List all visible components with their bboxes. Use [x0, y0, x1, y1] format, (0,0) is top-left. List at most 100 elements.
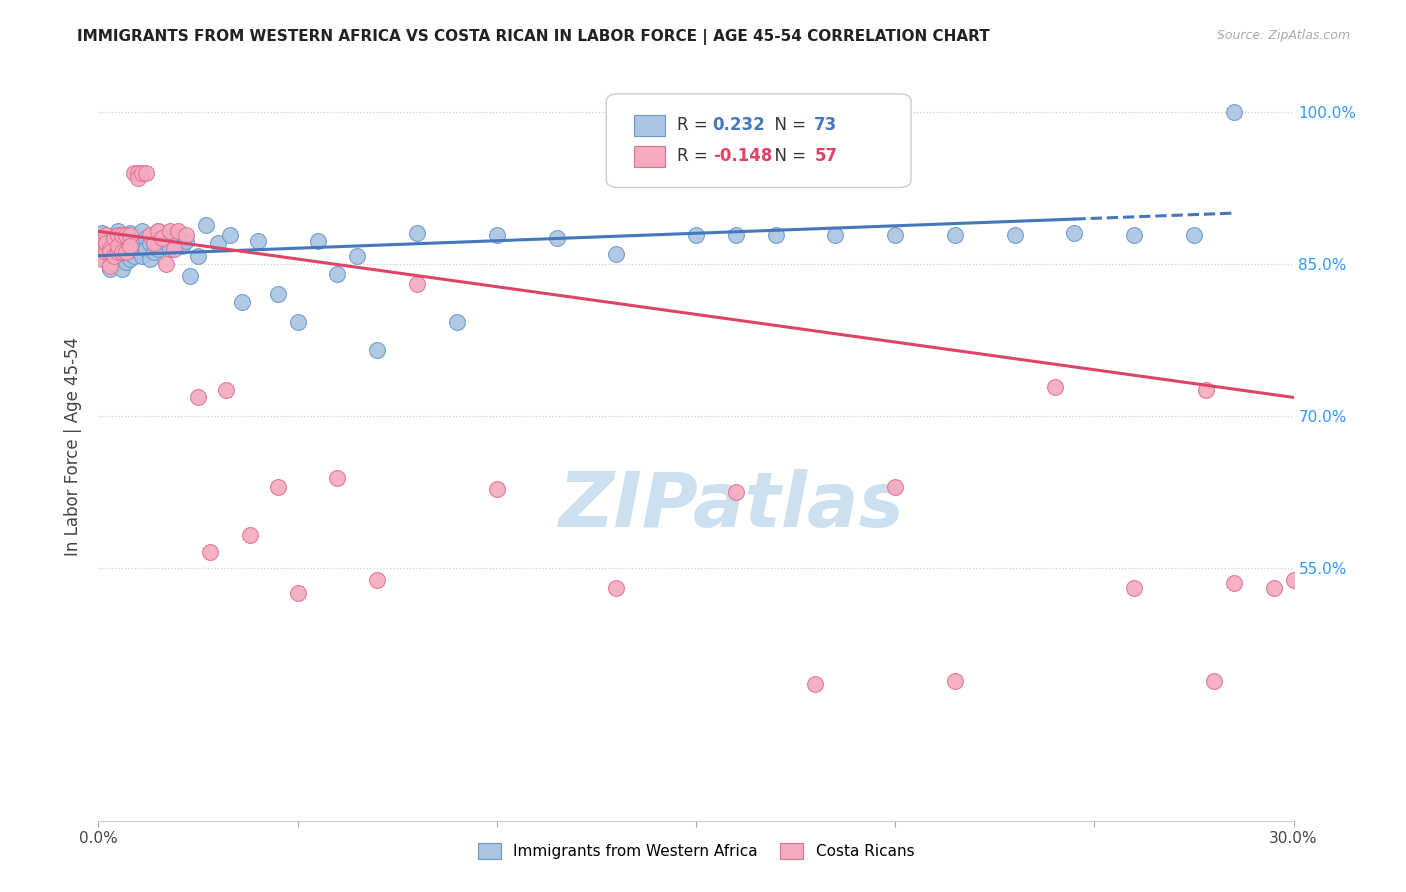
Point — [124, 166, 146, 180]
Point — [107, 238, 129, 252]
Point — [91, 252, 114, 266]
Point — [155, 236, 177, 251]
Point — [159, 242, 181, 256]
Point — [267, 287, 290, 301]
Point — [96, 236, 118, 251]
Point — [98, 235, 122, 249]
Point — [605, 246, 627, 260]
Point — [135, 166, 157, 180]
FancyBboxPatch shape — [606, 94, 911, 187]
Point — [150, 231, 173, 245]
Point — [198, 545, 221, 559]
Point — [103, 249, 125, 263]
Point — [187, 391, 209, 405]
Point — [98, 244, 122, 259]
Point — [1123, 581, 1146, 595]
Point — [96, 252, 118, 266]
Point — [1223, 575, 1246, 590]
Point — [215, 384, 238, 398]
Point — [326, 471, 349, 485]
Point — [127, 229, 149, 244]
Point — [943, 673, 966, 688]
Point — [135, 242, 157, 256]
Point — [148, 224, 170, 238]
Point — [150, 231, 173, 245]
Point — [96, 236, 118, 251]
Point — [1243, 887, 1265, 892]
Point — [115, 254, 138, 268]
Point — [139, 236, 162, 251]
Point — [131, 166, 153, 180]
Point — [111, 244, 134, 259]
Point — [139, 228, 162, 243]
Point — [107, 224, 129, 238]
Point — [103, 257, 125, 271]
Point — [139, 252, 162, 266]
Point — [98, 242, 122, 256]
Point — [143, 236, 166, 251]
Point — [406, 227, 429, 241]
Point — [765, 228, 787, 243]
Point — [111, 249, 134, 263]
Text: -0.148: -0.148 — [713, 147, 772, 165]
Point — [143, 244, 166, 259]
Point — [127, 166, 149, 180]
Point — [107, 228, 129, 243]
Point — [111, 228, 134, 243]
Point — [163, 242, 186, 256]
Point — [724, 484, 747, 499]
Point — [1282, 573, 1305, 587]
Point — [91, 244, 114, 259]
Text: N =: N = — [763, 116, 811, 135]
Text: Source: ZipAtlas.com: Source: ZipAtlas.com — [1216, 29, 1350, 42]
Point — [115, 244, 138, 259]
Point — [246, 235, 269, 249]
Bar — [634, 115, 665, 136]
Point — [107, 252, 129, 266]
Point — [1195, 384, 1218, 398]
Point — [366, 573, 388, 587]
Point — [884, 228, 907, 243]
Point — [804, 677, 827, 691]
Point — [1223, 104, 1246, 119]
Point — [131, 224, 153, 238]
Point — [446, 316, 468, 330]
Point — [239, 528, 262, 542]
Point — [1043, 380, 1066, 394]
Point — [195, 219, 218, 233]
Point — [120, 228, 142, 243]
Point — [1004, 228, 1026, 243]
Bar — [634, 145, 665, 167]
Point — [120, 238, 142, 252]
Text: 0.232: 0.232 — [713, 116, 765, 135]
Point — [98, 259, 122, 273]
Point — [115, 228, 138, 243]
Text: R =: R = — [676, 116, 713, 135]
Point — [96, 244, 118, 259]
Point — [1263, 581, 1285, 595]
Point — [143, 228, 166, 243]
Point — [167, 224, 190, 238]
Point — [366, 343, 388, 357]
Point — [685, 228, 707, 243]
Text: 57: 57 — [814, 147, 838, 165]
Point — [103, 231, 125, 245]
Point — [127, 170, 149, 185]
Point — [231, 295, 253, 310]
Point — [485, 228, 508, 243]
Point — [172, 238, 194, 252]
Point — [91, 235, 114, 249]
Point — [884, 479, 907, 493]
Point — [287, 586, 309, 600]
Point — [115, 231, 138, 245]
Point — [98, 261, 122, 276]
Point — [120, 238, 142, 252]
Point — [131, 249, 153, 263]
Point — [91, 227, 114, 241]
Point — [111, 236, 134, 251]
Point — [267, 479, 290, 493]
Point — [1123, 228, 1146, 243]
Text: 73: 73 — [814, 116, 838, 135]
Point — [127, 244, 149, 258]
Point — [124, 249, 146, 263]
